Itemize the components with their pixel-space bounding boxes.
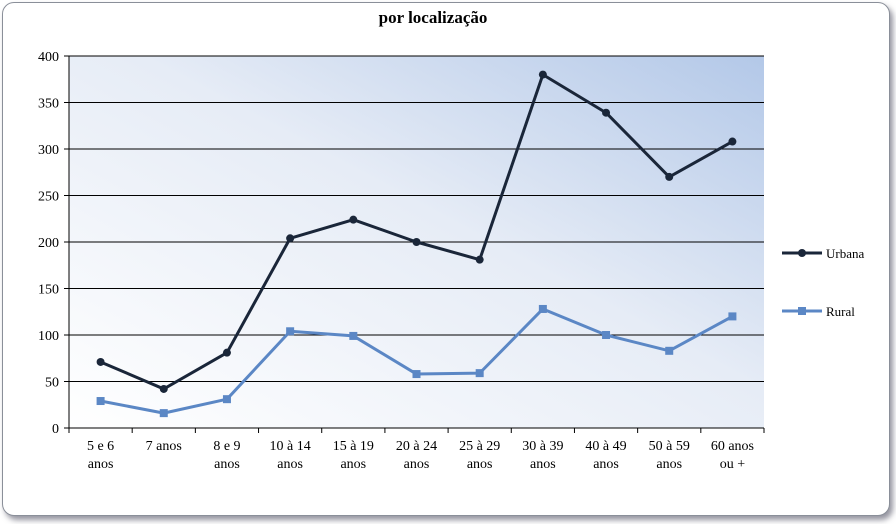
- series-group: [96, 70, 737, 418]
- x-tick-label: 30 à 39 anos: [522, 439, 563, 472]
- data-point: [96, 357, 105, 366]
- series-urbana: [96, 70, 737, 393]
- y-tick-label: 200: [38, 236, 59, 251]
- chart-title: por localização: [378, 8, 488, 27]
- data-point: [602, 108, 611, 117]
- data-point: [286, 234, 295, 243]
- y-axis-ticks: 0 50 100 150 200 250 300 350 400: [38, 50, 69, 437]
- data-point: [475, 255, 484, 264]
- x-axis-ticks: 5 e 6 anos 7 anos 8 e 9 anos 10 à 14 anos 15 à …: [68, 428, 765, 472]
- y-tick-label: 0: [52, 422, 59, 437]
- x-tick-label: 60 anos ou +: [711, 439, 754, 472]
- data-point: [475, 369, 484, 378]
- y-tick-label: 50: [45, 376, 59, 391]
- data-point: [728, 137, 737, 146]
- series-rural: [96, 304, 737, 418]
- data-point: [412, 370, 421, 379]
- data-point: [286, 327, 295, 336]
- legend-marker: [798, 249, 806, 257]
- y-tick-label: 100: [38, 329, 59, 344]
- y-tick-label: 400: [38, 50, 59, 65]
- data-point: [538, 304, 547, 313]
- x-tick-label: 5 e 6 anos: [87, 439, 114, 472]
- y-tick-label: 250: [38, 190, 59, 205]
- x-tick-label: 8 e 9 anos: [213, 439, 240, 472]
- data-point: [349, 331, 358, 340]
- data-point: [159, 384, 168, 393]
- x-tick-label: 7 anos: [146, 439, 182, 454]
- data-point: [538, 70, 547, 79]
- data-point: [96, 397, 105, 406]
- legend-item-urbana: Urbana: [782, 246, 864, 261]
- y-tick-label: 150: [38, 283, 59, 298]
- data-point: [602, 331, 611, 339]
- x-tick-label: 15 à 19 anos: [333, 439, 374, 472]
- x-tick-label: 10 à 14 anos: [270, 439, 311, 472]
- data-point: [665, 346, 674, 355]
- legend-label: Rural: [826, 304, 855, 319]
- data-point: [222, 395, 231, 404]
- x-tick-label: 50 à 59 anos: [649, 439, 690, 472]
- data-point: [349, 215, 358, 224]
- y-tick-label: 300: [38, 143, 59, 158]
- data-point: [159, 409, 168, 418]
- legend-label: Urbana: [826, 246, 864, 261]
- data-point: [412, 238, 421, 246]
- x-tick-label: 40 à 49 anos: [585, 439, 626, 472]
- legend-marker: [798, 307, 806, 315]
- y-tick-label: 350: [38, 97, 59, 112]
- data-point: [728, 312, 737, 321]
- x-tick-label: 20 à 24 anos: [396, 439, 437, 472]
- data-point: [222, 348, 231, 357]
- x-tick-label: 25 à 29 anos: [459, 439, 500, 472]
- data-point: [665, 172, 674, 181]
- legend: Urbana Rural: [782, 246, 864, 319]
- legend-item-rural: Rural: [782, 304, 855, 319]
